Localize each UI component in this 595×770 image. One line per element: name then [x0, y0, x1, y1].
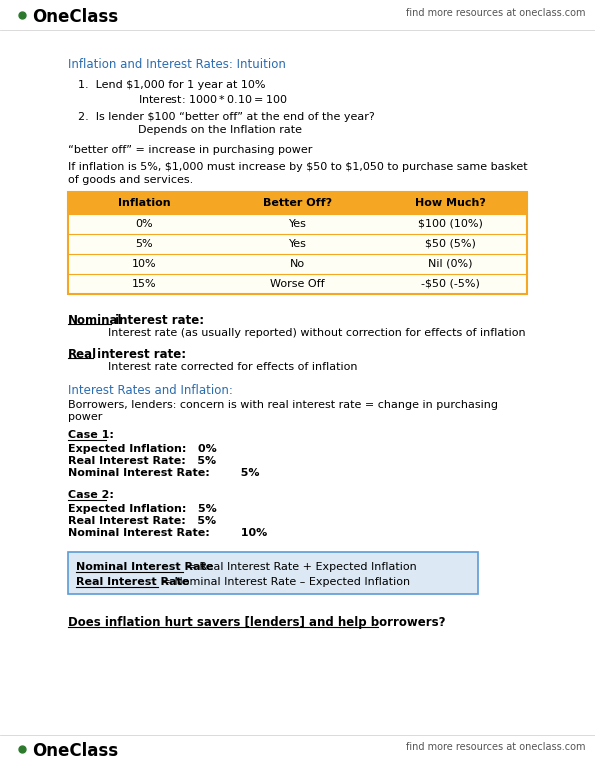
- Bar: [68, 234, 527, 254]
- Text: Yes: Yes: [289, 239, 306, 249]
- Text: Interest rate (as usually reported) without correction for effects of inflation: Interest rate (as usually reported) with…: [108, 328, 525, 338]
- Text: 5%: 5%: [136, 239, 154, 249]
- Bar: [68, 254, 527, 274]
- Text: Nominal: Nominal: [68, 314, 123, 327]
- Text: Nil (0%): Nil (0%): [428, 259, 473, 269]
- Text: 2.  Is lender $100 “better off” at the end of the year?: 2. Is lender $100 “better off” at the en…: [78, 112, 375, 122]
- Text: Yes: Yes: [289, 219, 306, 229]
- Bar: [68, 552, 478, 594]
- Text: = Real Interest Rate + Expected Inflation: = Real Interest Rate + Expected Inflatio…: [183, 562, 416, 572]
- Text: Interest: $1000 * 0.10 = $100: Interest: $1000 * 0.10 = $100: [138, 93, 287, 105]
- Text: Real: Real: [68, 348, 97, 361]
- Text: 15%: 15%: [132, 279, 157, 289]
- Text: $100 (10%): $100 (10%): [418, 219, 483, 229]
- Text: interest rate:: interest rate:: [111, 314, 204, 327]
- Text: How Much?: How Much?: [415, 198, 486, 208]
- Text: Does inflation hurt savers [lenders] and help borrowers?: Does inflation hurt savers [lenders] and…: [68, 616, 446, 629]
- Text: Worse Off: Worse Off: [270, 279, 325, 289]
- Bar: [68, 274, 527, 294]
- Text: “better off” = increase in purchasing power: “better off” = increase in purchasing po…: [68, 145, 312, 155]
- Text: find more resources at oneclass.com: find more resources at oneclass.com: [406, 8, 585, 18]
- Text: Real Interest Rate:   5%: Real Interest Rate: 5%: [68, 516, 216, 526]
- Text: Inflation: Inflation: [118, 198, 171, 208]
- Text: find more resources at oneclass.com: find more resources at oneclass.com: [406, 742, 585, 752]
- Text: 0%: 0%: [136, 219, 154, 229]
- Text: Inflation and Interest Rates: Intuition: Inflation and Interest Rates: Intuition: [68, 58, 286, 71]
- Text: of goods and services.: of goods and services.: [68, 175, 193, 185]
- Text: OneClass: OneClass: [32, 8, 118, 26]
- Text: Real Interest Rate:   5%: Real Interest Rate: 5%: [68, 456, 216, 466]
- Text: OneClass: OneClass: [32, 742, 118, 760]
- Text: No: No: [290, 259, 305, 269]
- Text: 10%: 10%: [132, 259, 157, 269]
- Text: Expected Inflation:   0%: Expected Inflation: 0%: [68, 444, 217, 454]
- Text: Nominal Interest Rate:        10%: Nominal Interest Rate: 10%: [68, 528, 267, 538]
- Text: Case 1:: Case 1:: [68, 430, 114, 440]
- Text: 1.  Lend $1,000 for 1 year at 10%: 1. Lend $1,000 for 1 year at 10%: [78, 80, 265, 90]
- Text: interest rate:: interest rate:: [93, 348, 186, 361]
- Text: Nominal Interest Rate: Nominal Interest Rate: [76, 562, 213, 572]
- Text: Better Off?: Better Off?: [263, 198, 332, 208]
- Text: $50 (5%): $50 (5%): [425, 239, 476, 249]
- Text: Expected Inflation:   5%: Expected Inflation: 5%: [68, 504, 217, 514]
- Text: Nominal Interest Rate:        5%: Nominal Interest Rate: 5%: [68, 468, 259, 478]
- Text: Borrowers, lenders: concern is with real interest rate = change in purchasing: Borrowers, lenders: concern is with real…: [68, 400, 498, 410]
- Text: Depends on the Inflation rate: Depends on the Inflation rate: [138, 125, 302, 135]
- Bar: [68, 192, 527, 294]
- Text: -$50 (-5%): -$50 (-5%): [421, 279, 480, 289]
- Bar: [68, 214, 527, 234]
- Text: power: power: [68, 412, 102, 422]
- Text: Case 2:: Case 2:: [68, 490, 114, 500]
- Text: Interest Rates and Inflation:: Interest Rates and Inflation:: [68, 384, 233, 397]
- Text: If inflation is 5%, $1,000 must increase by $50 to $1,050 to purchase same baske: If inflation is 5%, $1,000 must increase…: [68, 162, 528, 172]
- Bar: [68, 192, 527, 214]
- Text: Real Interest Rate: Real Interest Rate: [76, 577, 189, 587]
- Text: Interest rate corrected for effects of inflation: Interest rate corrected for effects of i…: [108, 362, 358, 372]
- Text: = Nominal Interest Rate – Expected Inflation: = Nominal Interest Rate – Expected Infla…: [158, 577, 410, 587]
